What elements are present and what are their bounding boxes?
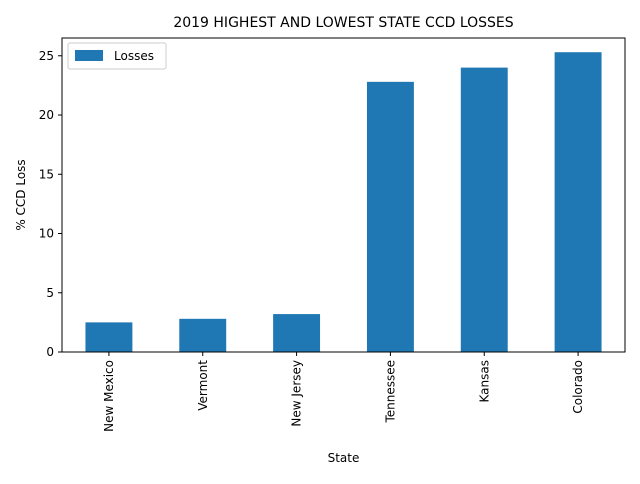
y-tick-label: 5 xyxy=(46,286,54,300)
y-tick-label: 20 xyxy=(39,108,54,122)
bar-new-mexico xyxy=(85,322,133,352)
bars-group xyxy=(85,52,602,353)
legend-label: Losses xyxy=(114,49,154,63)
bar-new-jersey xyxy=(273,314,321,352)
x-tick-label: Tennessee xyxy=(383,360,397,424)
chart-title: 2019 HIGHEST AND LOWEST STATE CCD LOSSES xyxy=(173,15,513,31)
y-tick-label: 25 xyxy=(39,49,54,63)
bar-kansas xyxy=(460,67,508,353)
legend: Losses xyxy=(67,42,167,70)
bar-tennessee xyxy=(366,81,414,352)
y-axis-ticks: 0 5 10 15 20 25 xyxy=(39,49,62,359)
x-tick-label: New Jersey xyxy=(290,360,304,427)
x-tick-label: New Mexico xyxy=(102,360,116,432)
y-axis-label: % CCD Loss xyxy=(14,159,28,230)
legend-swatch xyxy=(75,50,103,61)
plot-frame xyxy=(61,37,626,353)
y-tick-label: 10 xyxy=(39,227,54,241)
legend-box xyxy=(67,42,167,70)
x-tick-label: Vermont xyxy=(196,360,210,411)
x-axis-label: State xyxy=(328,451,360,465)
x-axis-ticks: New Mexico Vermont New Jersey Tennessee Kans… xyxy=(102,352,585,432)
y-tick-label: 15 xyxy=(39,167,54,181)
bar-colorado xyxy=(554,52,602,352)
x-tick-label: Kansas xyxy=(477,360,491,402)
bar-vermont xyxy=(179,318,227,352)
x-tick-label: Colorado xyxy=(571,360,585,414)
y-tick-label: 0 xyxy=(46,345,54,359)
